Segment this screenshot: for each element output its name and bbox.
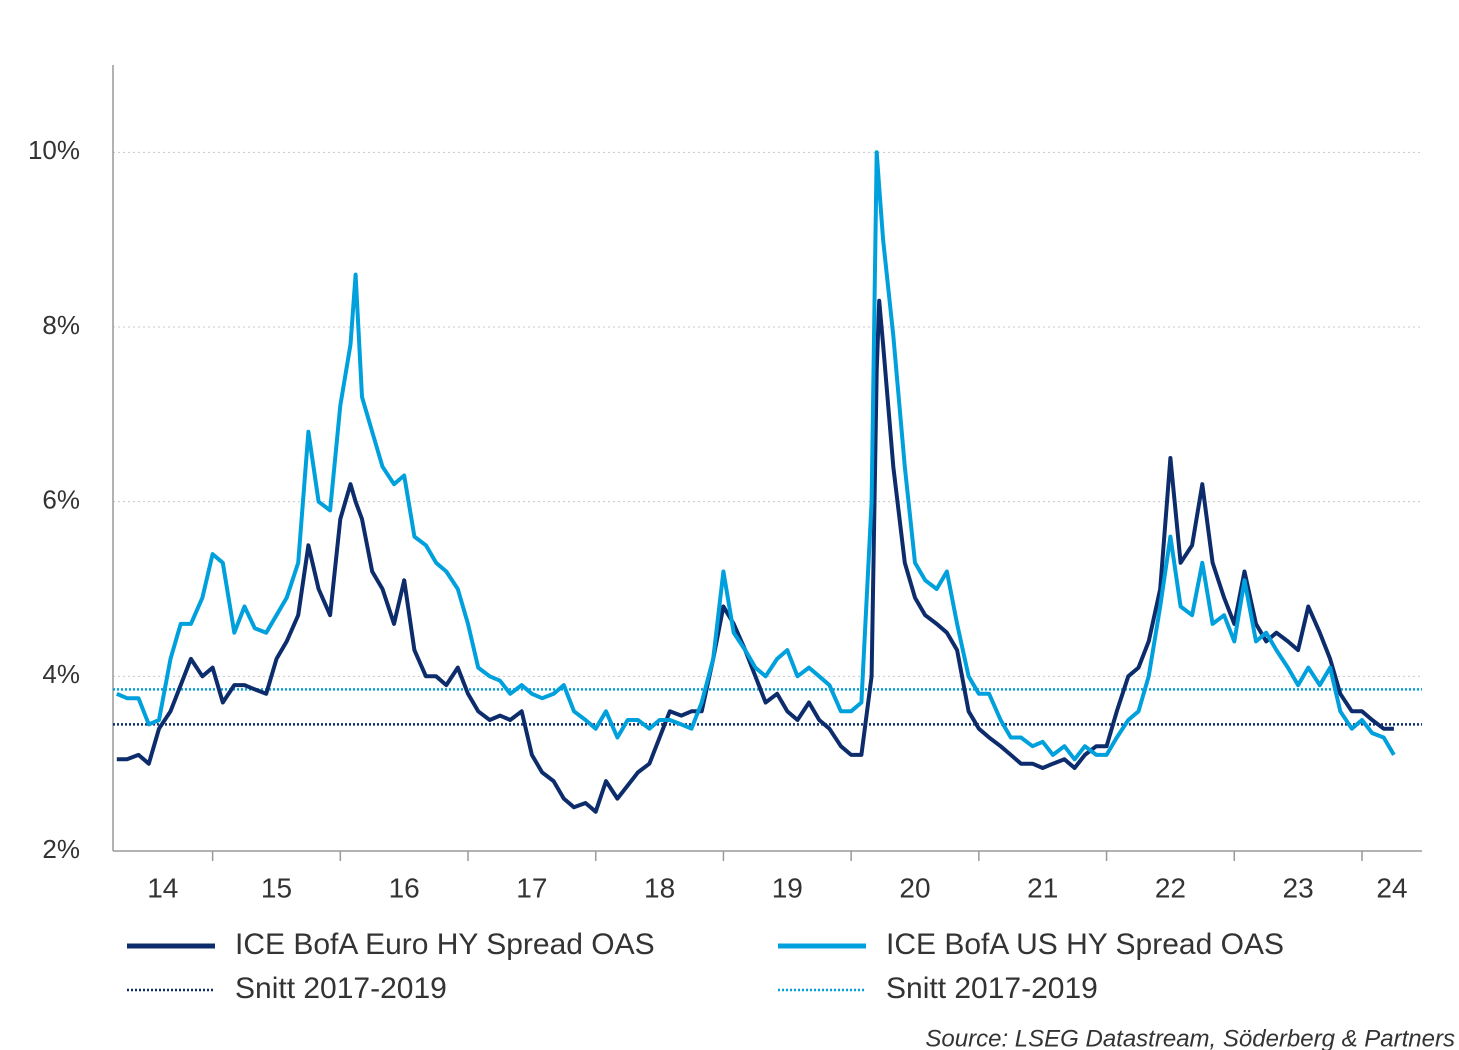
series-line — [116, 150, 1396, 762]
y-tick-label: 8% — [42, 310, 80, 340]
x-tick-label: 15 — [261, 872, 292, 903]
y-tick-label: 6% — [42, 485, 80, 515]
y-tick-label: 4% — [42, 659, 80, 689]
x-tick-label: 16 — [389, 872, 420, 903]
x-tick-label: 14 — [147, 872, 178, 903]
y-tick-label: 2% — [42, 834, 80, 864]
legend-label: Snitt 2017-2019 — [886, 972, 1098, 1005]
x-tick-label: 23 — [1283, 872, 1314, 903]
source: Source: LSEG Datastream, Söderberg & Par… — [925, 1025, 1455, 1050]
legend-label: ICE BofA Euro HY Spread OAS — [235, 928, 655, 961]
x-tick-label: 22 — [1155, 872, 1186, 903]
legend-label: ICE BofA US HY Spread OAS — [886, 928, 1284, 961]
x-tick-label: 21 — [1027, 872, 1058, 903]
x-tick-label: 18 — [644, 872, 675, 903]
x-tick-label: 19 — [772, 872, 803, 903]
legend-label: Snitt 2017-2019 — [235, 972, 447, 1005]
x-tick-label: 20 — [899, 872, 930, 903]
y-tick-label: 10% — [28, 135, 80, 165]
x-tick-label: 17 — [516, 872, 547, 903]
series-line — [116, 298, 1394, 814]
x-tick-label: 24 — [1376, 872, 1407, 903]
